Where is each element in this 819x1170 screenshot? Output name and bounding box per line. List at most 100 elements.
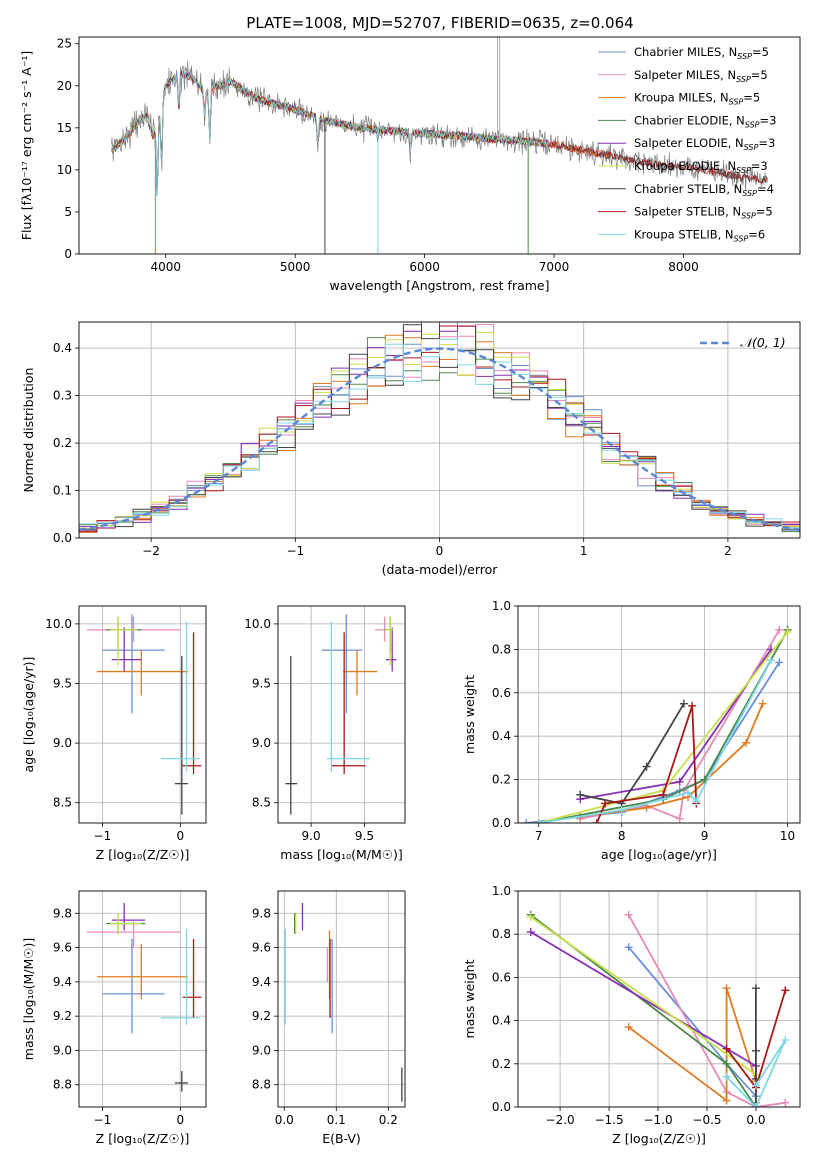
plot-area xyxy=(284,903,403,1102)
y-tick-label: 9.2 xyxy=(252,1009,271,1023)
legend-entry: Salpeter STELIB, NSSP=5 xyxy=(634,205,773,221)
x-tick-label: −1 xyxy=(94,829,112,843)
legend-suffix: =5 xyxy=(752,45,769,59)
axes-frame xyxy=(78,605,207,824)
y-axis-label: mass [log₁₀(M/M☉)] xyxy=(21,938,36,1060)
x-tick-label: 9.5 xyxy=(355,829,374,843)
axes-frame xyxy=(517,605,801,824)
x-tick-label: −2 xyxy=(142,544,160,558)
weight-series-line xyxy=(526,661,781,823)
legend-suffix: =5 xyxy=(743,91,760,105)
model-spectrum-line xyxy=(111,71,548,191)
legend-subscript: SSP xyxy=(737,52,752,61)
legend-name: Kroupa ELODIE, N xyxy=(634,159,736,173)
figure-title: PLATE=1008, MJD=52707, FIBERID=0635, z=0… xyxy=(246,14,633,32)
errorbar-point xyxy=(102,614,165,714)
y-tick-label: 9.6 xyxy=(53,941,72,955)
y-tick-label: 9.6 xyxy=(252,941,271,955)
y-axis-label: age [log₁₀(age/yr)] xyxy=(21,657,36,773)
plus-marker xyxy=(766,656,775,665)
plus-marker xyxy=(642,762,651,771)
y-tick-label: 8.5 xyxy=(252,796,271,810)
y-tick-label: 0.8 xyxy=(492,927,511,941)
plus-marker xyxy=(522,819,531,823)
plot-area xyxy=(285,614,397,815)
legend-name: Chabrier STELIB, N xyxy=(634,182,742,196)
errorbar-point xyxy=(102,939,165,1034)
plus-marker xyxy=(624,1023,633,1032)
plus-marker xyxy=(684,788,693,797)
y-tick-label: 25 xyxy=(57,37,72,51)
legend-entry: Chabrier STELIB, NSSP=4 xyxy=(634,182,774,198)
x-tick-label: −2.0 xyxy=(546,1113,575,1127)
legend-suffix: =3 xyxy=(751,159,768,173)
weight-series-line xyxy=(530,914,757,1107)
plus-marker xyxy=(781,1098,790,1107)
plot-area xyxy=(111,37,768,254)
legend-entry: Kroupa ELODIE, NSSP=3 xyxy=(634,159,768,175)
plus-marker xyxy=(775,625,784,634)
legend-suffix: =6 xyxy=(748,227,765,241)
x-tick-label: 5000 xyxy=(280,260,311,274)
plus-marker xyxy=(781,986,790,995)
plus-marker xyxy=(722,1059,731,1068)
errorbar-point xyxy=(111,903,146,931)
plus-marker xyxy=(783,628,792,637)
x-tick-label: 8 xyxy=(618,829,626,843)
panel-mass_weight_vs_Z: −2.0 −1.5 −1.0 −0.5 0.0 0.0 0.2 0.4 0.6 0.8 1.0 Z [… xyxy=(462,884,801,1146)
plus-marker xyxy=(781,1036,790,1045)
errorbar-point xyxy=(343,650,378,696)
plus-marker xyxy=(675,814,684,823)
y-tick-label: 9.2 xyxy=(53,1009,72,1023)
y-tick-label: 0.6 xyxy=(492,686,511,700)
plus-marker xyxy=(722,1044,731,1053)
plus-marker xyxy=(526,912,535,921)
legend-entry: Kroupa MILES, NSSP=5 xyxy=(634,91,760,107)
legend-subscript: SSP xyxy=(744,143,759,152)
y-tick-label: 0.8 xyxy=(492,642,511,656)
y-tick-label: 9.8 xyxy=(252,906,271,920)
x-tick-label: 0.0 xyxy=(746,1113,765,1127)
x-tick-label: 0.1 xyxy=(327,1113,346,1127)
y-tick-label: 0.0 xyxy=(53,531,72,545)
y-tick-label: 1.0 xyxy=(492,599,511,613)
x-tick-label: 7 xyxy=(535,829,543,843)
legend-suffix: =3 xyxy=(760,113,777,127)
x-tick-label: 1 xyxy=(580,544,588,558)
plus-marker xyxy=(624,910,633,919)
weight-series-line xyxy=(580,648,772,800)
plus-marker xyxy=(534,819,543,823)
panel-age_vs_Z: −1 0 8.5 9.0 9.5 10.0 Z [log₁₀(Z/Z☉)] age [log₁… xyxy=(21,605,207,862)
y-tick-label: 8.8 xyxy=(252,1078,271,1092)
legend: 𝒩(0, 1) xyxy=(700,335,786,350)
x-tick-label: 0 xyxy=(436,544,444,558)
plus-marker xyxy=(751,1103,760,1107)
legend-name: Salpeter ELODIE, N xyxy=(634,136,744,150)
legend-name: Kroupa STELIB, N xyxy=(634,227,734,241)
axes-frame xyxy=(277,890,406,1108)
plot-area xyxy=(86,614,202,815)
legend-name: Chabrier MILES, N xyxy=(634,45,737,59)
gaussian-reference-line xyxy=(79,347,800,531)
legend-subscript: SSP xyxy=(729,98,744,107)
axes-frame xyxy=(517,890,801,1108)
axes-frame xyxy=(277,605,406,824)
legend-entry: Kroupa STELIB, NSSP=6 xyxy=(634,227,765,243)
axes-frame xyxy=(78,36,801,255)
x-axis-label: wavelength [Angstrom, rest frame] xyxy=(329,278,549,293)
x-tick-label: 7000 xyxy=(539,260,570,274)
y-tick-label: 0.4 xyxy=(492,1014,511,1028)
legend-name: Chabrier ELODIE, N xyxy=(634,113,745,127)
plus-marker xyxy=(576,790,585,799)
errorbar-point xyxy=(160,621,200,772)
plus-marker xyxy=(775,658,784,667)
errorbar-point xyxy=(174,656,189,815)
x-axis-label: (data-model)/error xyxy=(382,562,499,577)
y-tick-label: 9.4 xyxy=(252,975,271,989)
plus-marker xyxy=(659,790,668,799)
y-tick-label: 0.4 xyxy=(53,341,72,355)
y-tick-label: 9.0 xyxy=(252,1043,271,1057)
x-axis-label: E(B-V) xyxy=(322,1131,361,1146)
legend-subscript: SSP xyxy=(734,234,749,243)
errorbar-point xyxy=(384,616,394,666)
